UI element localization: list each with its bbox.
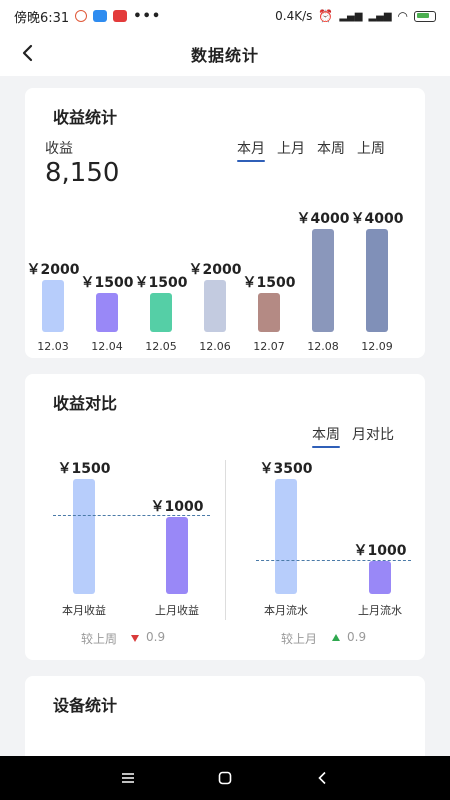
bar-value-label: ￥4000 [296, 211, 350, 227]
chart-bar [96, 293, 118, 332]
bar-category-label: 12.06 [199, 340, 231, 353]
chart-bar [42, 280, 64, 332]
decrease-arrow-icon [131, 635, 139, 642]
alarm-icon: ⏰ [318, 9, 334, 23]
back-arrow-icon [22, 44, 33, 62]
app-bar: 数据统计 [0, 32, 450, 76]
signal-icon-2: ▂▄▆ [368, 10, 392, 22]
bar-value-label: ￥4000 [350, 211, 404, 227]
bar-category-label: 本月收益 [62, 604, 106, 617]
tab-this-week[interactable]: 本周 [317, 141, 345, 157]
chart-bar [166, 517, 188, 594]
income-compare-title: 收益对比 [53, 394, 118, 413]
tab-this-month[interactable]: 本月 [237, 138, 265, 162]
chart-bar [204, 280, 226, 332]
income-period-tabs: 本月 上月 本周 上周 [237, 138, 385, 162]
news-notification-icon [113, 10, 128, 22]
back-button[interactable] [16, 42, 38, 64]
status-bar: 傍晚6:31 ••• 0.4K/s ⏰ ▂▄▆ ▂▄▆ ◠ [0, 0, 450, 32]
chart-bar [275, 479, 297, 594]
compare-period-tabs: 本周 月对比 [312, 424, 394, 448]
bar-category-label: 12.03 [37, 340, 69, 353]
income-bar-chart: ￥2000 12.03 ￥1500 12.04 ￥1500 12.05 ￥2000 12.06… [25, 88, 425, 358]
bar-category-label: 12.08 [307, 340, 339, 353]
app-notification-icon [75, 10, 88, 22]
bar-value-label: ￥2000 [26, 262, 80, 278]
bar-value-label: ￥1000 [353, 543, 407, 559]
bar-value-label: ￥1500 [134, 275, 188, 291]
income-compare-chart: ￥1500 本月收益 ￥1000 上月收益 [25, 374, 225, 660]
battery-icon [414, 10, 436, 22]
nav-back-button[interactable] [302, 763, 342, 793]
tab-last-month[interactable]: 上月 [277, 141, 305, 157]
income-label: 收益 [45, 141, 73, 157]
menu-icon [122, 773, 135, 783]
tab-compare-week[interactable]: 本周 [312, 424, 340, 448]
bar-value-label: ￥1500 [242, 275, 296, 291]
network-speed: 0.4K/s [275, 9, 313, 23]
device-stats-title: 设备统计 [53, 696, 118, 715]
menu-button[interactable] [108, 763, 148, 793]
home-button[interactable] [205, 763, 245, 793]
income-total: 8,150 [45, 158, 120, 188]
compare-note-left: 较上周 [81, 632, 118, 646]
chart-bar [258, 293, 280, 332]
turnover-compare-chart: ￥3500 本月流水 ￥1000 上月流水 [225, 374, 425, 660]
more-notifications-icon: ••• [133, 8, 162, 24]
bar-value-label: ￥2000 [188, 262, 242, 278]
bar-value-label: ￥1000 [150, 499, 204, 515]
page-title: 数据统计 [190, 46, 259, 65]
chart-bar [73, 479, 95, 594]
tab-compare-month[interactable]: 月对比 [352, 427, 394, 443]
chart-bar [369, 561, 391, 594]
bar-category-label: 12.07 [253, 340, 285, 353]
chart-bar [312, 229, 334, 332]
compare-divider [225, 460, 226, 620]
chart-bar [366, 229, 388, 332]
chart-bar [150, 293, 172, 332]
tab-last-week[interactable]: 上周 [357, 141, 385, 157]
home-square-icon [218, 771, 232, 785]
message-notification-icon [93, 10, 108, 22]
bar-category-label: 12.04 [91, 340, 123, 353]
income-stats-card: 收益统计 收益 8,150 本月 上月 本周 上周 ￥2000 12.03 ￥150… [25, 88, 425, 358]
compare-change-right: 0.9 [347, 630, 367, 644]
compare-change-left: 0.9 [146, 630, 166, 644]
status-time: 傍晚6:31 [14, 10, 70, 26]
wifi-icon: ◠ [397, 9, 408, 23]
bar-value-label: ￥3500 [259, 461, 313, 477]
bar-value-label: ￥1500 [57, 461, 111, 477]
bar-category-label: 本月流水 [264, 604, 308, 617]
bar-category-label: 上月流水 [358, 604, 402, 617]
increase-arrow-icon [332, 634, 340, 641]
system-nav-bar [0, 756, 450, 800]
bar-category-label: 上月收益 [155, 604, 199, 617]
signal-icon: ▂▄▆ [339, 10, 363, 22]
compare-note-right: 较上月 [281, 632, 318, 646]
bar-category-label: 12.05 [145, 340, 177, 353]
compare-dash-line-right [256, 560, 411, 561]
compare-dash-line-left [53, 515, 210, 516]
income-stats-title: 收益统计 [53, 108, 118, 127]
income-compare-card: 收益对比 本周 月对比 ￥1500 本月收益 ￥1000 上月收益 ￥3500 本月流水… [25, 374, 425, 660]
bar-category-label: 12.09 [361, 340, 393, 353]
back-chevron-icon [318, 771, 326, 785]
device-stats-card: 设备统计 [25, 676, 425, 766]
bar-value-label: ￥1500 [80, 275, 134, 291]
